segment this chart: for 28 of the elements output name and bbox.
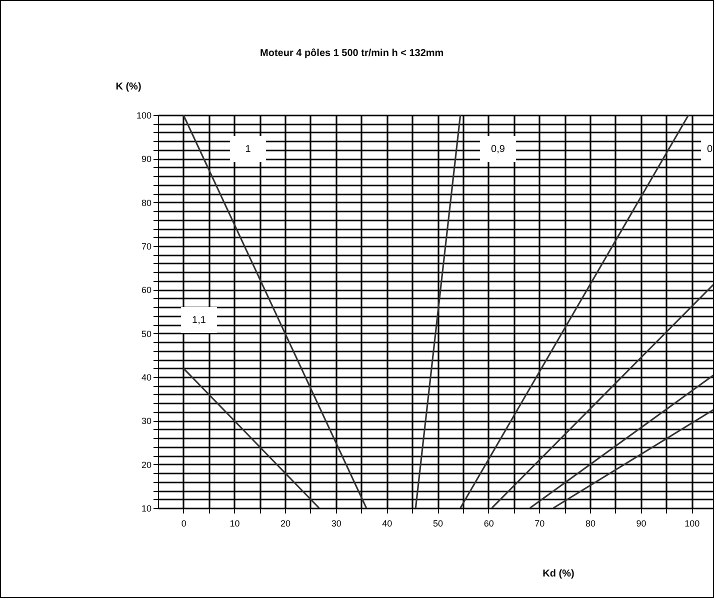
- y-tick-label: 100: [136, 110, 152, 120]
- y-tick-label: 10: [141, 504, 152, 514]
- y-tick-label: 80: [141, 198, 152, 208]
- y-tick-label: 30: [141, 416, 152, 426]
- x-tick-label: 90: [636, 518, 646, 528]
- x-tick-label: 50: [432, 518, 444, 528]
- x-tick-label: 20: [280, 518, 291, 528]
- annotation: 0: [707, 144, 713, 155]
- y-tick-label: 50: [141, 328, 152, 339]
- x-tick-label: 80: [585, 518, 596, 528]
- y-tick-label: 40: [141, 372, 152, 382]
- annotation: 0,9: [491, 144, 506, 155]
- chart-title: Moteur 4 pôles 1 500 tr/min h < 132mm: [260, 48, 444, 59]
- x-tick-label: 70: [534, 518, 545, 528]
- x-tick-label: 60: [484, 518, 494, 528]
- y-tick-label: 20: [141, 460, 152, 470]
- y-tick-label: 60: [141, 285, 152, 296]
- y-axis-title: K (%): [116, 82, 142, 92]
- x-tick-label: 40: [382, 518, 392, 528]
- y-tick-label: 90: [141, 154, 152, 164]
- x-tick-label: 0: [181, 518, 186, 528]
- annotation: 1,1: [192, 315, 206, 326]
- x-tick-label: 30: [331, 518, 342, 528]
- x-axis-title: Kd (%): [542, 568, 574, 580]
- annotation: 1: [245, 144, 252, 155]
- x-tick-label: 100: [684, 518, 700, 528]
- x-tick-label: 10: [230, 518, 240, 528]
- y-tick-label: 70: [141, 242, 152, 252]
